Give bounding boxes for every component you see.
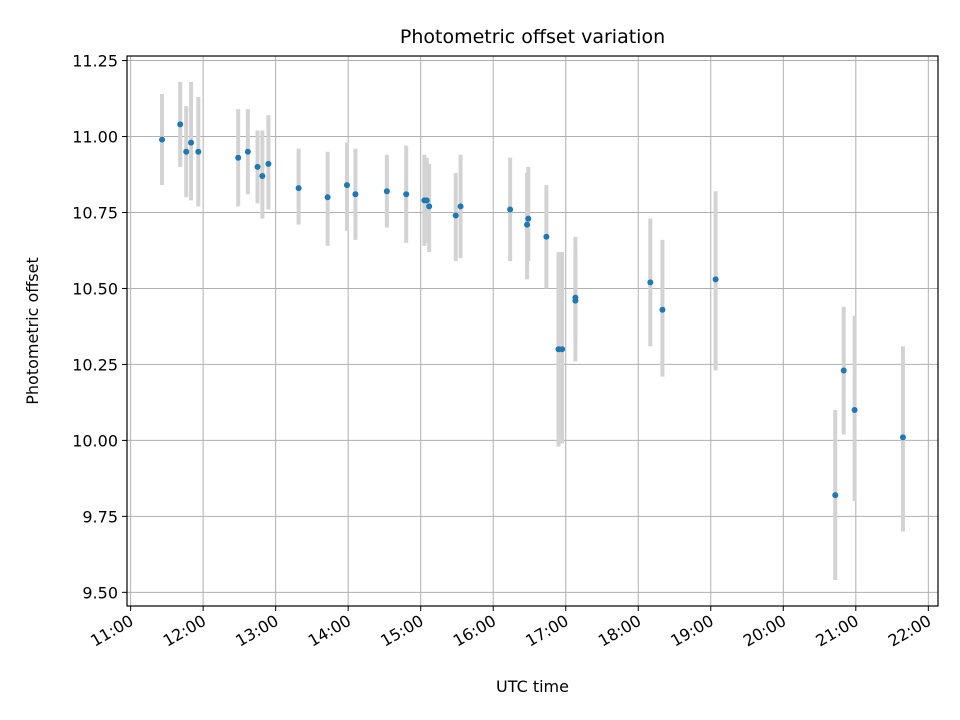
data-point bbox=[383, 188, 390, 195]
data-point bbox=[426, 203, 433, 210]
x-axis-label: UTC time bbox=[496, 677, 569, 696]
data-point bbox=[254, 163, 261, 170]
data-point bbox=[259, 173, 266, 180]
data-point bbox=[712, 276, 719, 283]
y-tick-label: 9.75 bbox=[82, 507, 118, 526]
y-tick-label: 11.00 bbox=[72, 128, 118, 147]
x-tick-label: 11:00 bbox=[87, 611, 136, 651]
y-axis-label: Photometric offset bbox=[23, 257, 42, 405]
data-point bbox=[851, 407, 858, 414]
data-point bbox=[659, 306, 666, 313]
chart-title: Photometric offset variation bbox=[400, 26, 665, 48]
data-point bbox=[840, 367, 847, 374]
x-tick-label: 13:00 bbox=[232, 611, 281, 651]
x-tick-label: 19:00 bbox=[667, 611, 716, 651]
data-point bbox=[324, 194, 331, 201]
x-tick-label: 21:00 bbox=[812, 611, 861, 651]
errorbars bbox=[160, 81, 905, 581]
grid bbox=[127, 56, 938, 606]
data-point bbox=[423, 197, 430, 204]
data-point bbox=[524, 221, 531, 228]
data-point bbox=[183, 148, 190, 155]
data-point bbox=[572, 294, 579, 301]
data-point bbox=[457, 203, 464, 210]
data-point bbox=[647, 279, 654, 286]
data-point bbox=[265, 160, 272, 167]
data-point bbox=[525, 215, 532, 222]
data-points bbox=[159, 121, 906, 499]
data-point bbox=[832, 492, 839, 499]
data-point bbox=[403, 191, 410, 198]
data-point bbox=[343, 182, 350, 189]
y-axis-ticks: 9.50 9.75 10.00 10.25 10.50 10.75 11.00 11.25 bbox=[72, 52, 127, 602]
plot-frame bbox=[126, 55, 939, 607]
data-point bbox=[188, 139, 195, 146]
x-tick-label: 20:00 bbox=[740, 611, 789, 651]
x-tick-label: 17:00 bbox=[522, 611, 571, 651]
data-point bbox=[235, 154, 242, 161]
x-tick-label: 15:00 bbox=[377, 611, 426, 651]
data-point bbox=[352, 191, 359, 198]
data-point bbox=[452, 212, 459, 219]
data-point bbox=[559, 346, 566, 353]
y-tick-label: 10.00 bbox=[72, 431, 118, 450]
y-tick-label: 10.25 bbox=[72, 355, 118, 374]
x-axis-ticks: 11:00 12:00 13:00 14:00 15:00 16:00 17:00 18:00… bbox=[87, 606, 934, 651]
y-tick-label: 10.50 bbox=[72, 279, 118, 298]
data-point bbox=[543, 233, 550, 240]
x-tick-label: 22:00 bbox=[885, 611, 934, 651]
x-tick-label: 14:00 bbox=[305, 611, 354, 651]
x-tick-label: 18:00 bbox=[595, 611, 644, 651]
data-point bbox=[295, 185, 302, 192]
y-tick-label: 10.75 bbox=[72, 203, 118, 222]
data-point bbox=[195, 148, 202, 155]
data-point bbox=[177, 121, 184, 128]
data-point bbox=[507, 206, 514, 213]
x-tick-label: 16:00 bbox=[450, 611, 499, 651]
x-tick-label: 12:00 bbox=[160, 611, 209, 651]
data-point bbox=[899, 434, 906, 441]
data-point bbox=[159, 136, 166, 143]
y-tick-label: 11.25 bbox=[72, 52, 118, 71]
y-tick-label: 9.50 bbox=[82, 583, 118, 602]
data-point bbox=[244, 148, 251, 155]
